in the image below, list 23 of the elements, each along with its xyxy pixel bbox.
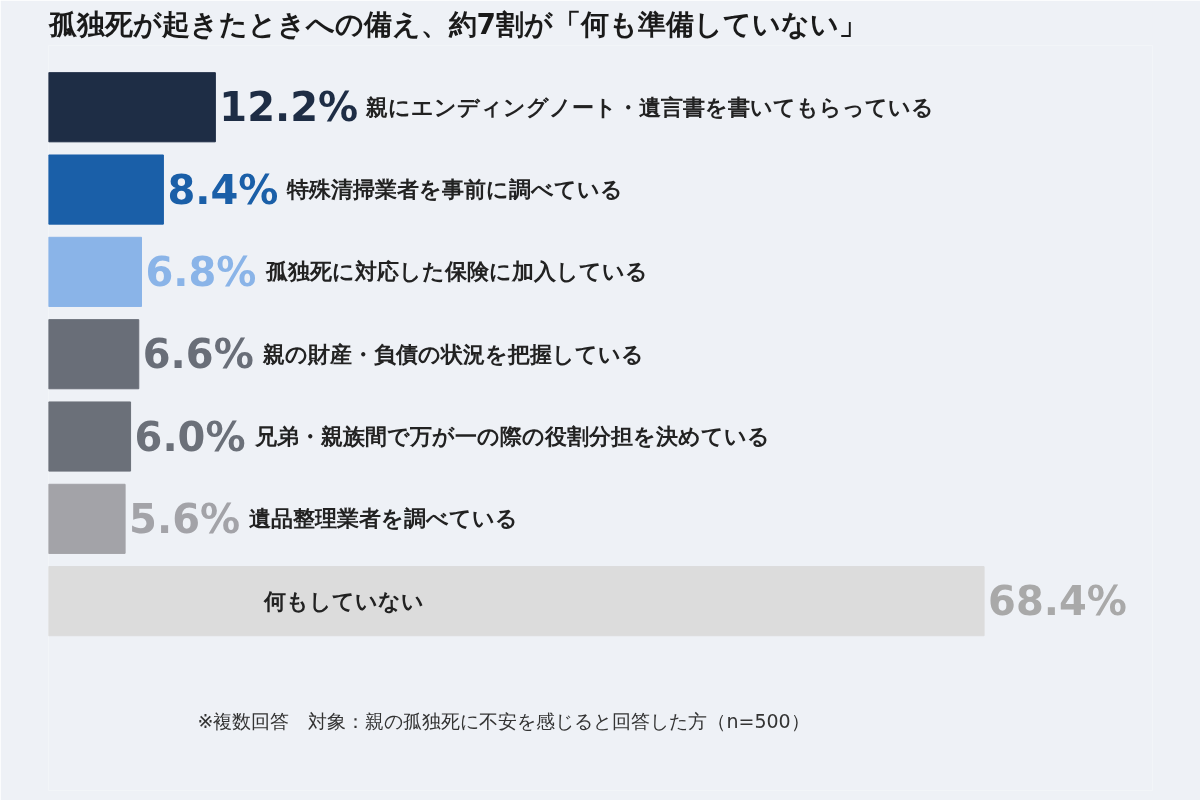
y-tick-label: 親にエンディングノート・遺言書を書いてもらっている <box>365 94 935 120</box>
y-tick-label: 遺品整理業者を調べている <box>249 506 519 532</box>
data-label: 5.6% <box>129 495 241 542</box>
y-tick-label: 孤独死に対応した保険に加入している <box>264 259 648 285</box>
bar <box>48 236 143 307</box>
bar <box>48 72 216 143</box>
data-label: 6.0% <box>134 413 246 460</box>
chart-title: 孤独死が起きたときへの備え、約7割が「何も準備していない」 <box>47 7 867 41</box>
text: ※複数回答 対象：親の孤独死に不安を感じると回答した方（n=500） <box>197 709 810 732</box>
data-label: 6.6% <box>142 331 254 378</box>
y-tick-label: 特殊清掃業者を事前に調べている <box>286 177 624 203</box>
y-tick-label: 親の財産・負債の状況を把握している <box>261 341 644 367</box>
data-label: 12.2% <box>219 84 359 131</box>
bar <box>48 319 140 390</box>
bar <box>48 154 164 225</box>
y-tick-label: 何もしていない <box>262 588 424 614</box>
bar <box>48 566 985 637</box>
y-tick-label: 兄弟・親族間で万が一の際の役割分担を決めている <box>253 424 770 450</box>
data-label: 6.8% <box>145 248 257 295</box>
bar <box>48 483 126 554</box>
data-label: 68.4% <box>988 578 1127 625</box>
data-label: 8.4% <box>167 166 279 213</box>
bar <box>48 401 132 472</box>
